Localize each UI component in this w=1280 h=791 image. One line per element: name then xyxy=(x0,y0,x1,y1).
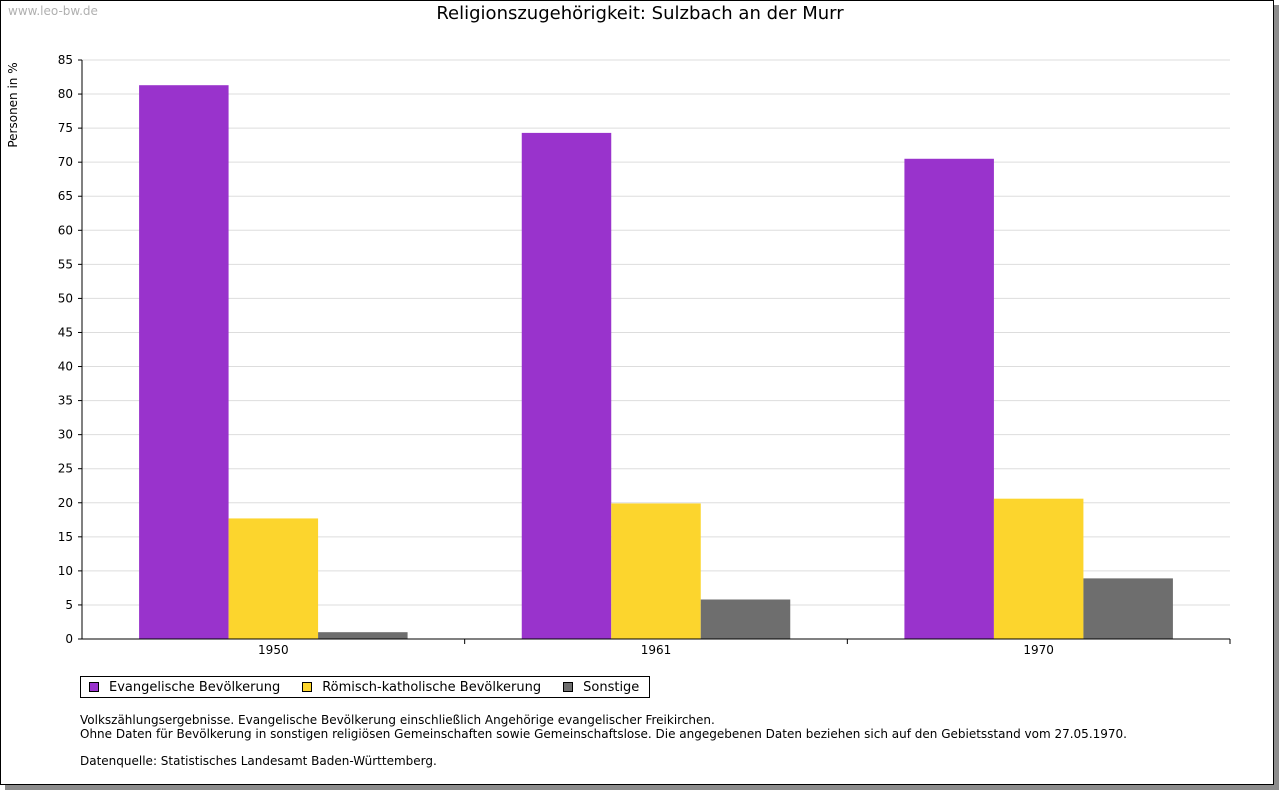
y-tick-label: 15 xyxy=(58,530,73,544)
y-tick-label: 55 xyxy=(58,257,73,271)
y-tick-label: 65 xyxy=(58,189,73,203)
legend-label: Evangelische Bevölkerung xyxy=(109,679,281,695)
watermark: www.leo-bw.de xyxy=(8,4,98,18)
bar xyxy=(318,632,408,639)
legend-label: Sonstige xyxy=(583,679,640,695)
legend-swatch xyxy=(563,682,574,692)
y-tick-label: 50 xyxy=(58,291,73,305)
data-source: Datenquelle: Statistisches Landesamt Bad… xyxy=(80,754,437,768)
legend-swatch xyxy=(302,682,313,692)
y-tick-label: 0 xyxy=(65,632,73,646)
y-tick-label: 20 xyxy=(58,496,73,510)
y-tick-label: 25 xyxy=(58,462,73,476)
y-tick-label: 75 xyxy=(58,121,73,135)
note-line: Ohne Daten für Bevölkerung in sonstigen … xyxy=(80,727,1127,741)
legend-item: Römisch-katholische Bevölkerung xyxy=(302,680,541,695)
x-tick-label: 1961 xyxy=(641,643,672,657)
y-tick-label: 30 xyxy=(58,428,73,442)
y-tick-label: 45 xyxy=(58,325,73,339)
y-tick-label: 10 xyxy=(58,564,73,578)
bar xyxy=(228,518,319,639)
x-tick-label: 1950 xyxy=(258,643,289,657)
legend-label: Römisch-katholische Bevölkerung xyxy=(322,679,542,695)
y-tick-label: 80 xyxy=(58,87,73,101)
legend: Evangelische Bevölkerung Römisch-katholis… xyxy=(80,676,651,698)
x-tick-label: 1970 xyxy=(1023,643,1054,657)
y-tick-label: 60 xyxy=(58,223,73,237)
bar xyxy=(904,158,994,640)
y-tick-label: 5 xyxy=(65,598,73,612)
y-tick-label: 70 xyxy=(58,155,73,169)
bar xyxy=(993,498,1084,639)
y-tick-label: 35 xyxy=(58,394,73,408)
legend-swatch xyxy=(89,682,99,692)
y-tick-label: 85 xyxy=(58,53,73,67)
bar xyxy=(611,503,701,639)
chart-notes: Volkszählungsergebnisse. Evangelische Be… xyxy=(80,713,1127,768)
legend-item: Sonstige xyxy=(563,680,639,695)
chart-title: Religionszugehörigkeit: Sulzbach an der … xyxy=(436,3,844,24)
note-line: Volkszählungsergebnisse. Evangelische Be… xyxy=(80,713,715,727)
bar xyxy=(700,599,791,639)
legend-item: Evangelische Bevölkerung xyxy=(89,680,280,695)
y-tick-label: 40 xyxy=(58,360,73,374)
bar xyxy=(1083,578,1173,639)
bar-chart: 0 5 10 15 20 25 30 35 40 45 50 55 60 65 70 75 80 85 1950 19… xyxy=(58,53,1231,657)
bar xyxy=(139,85,229,639)
bar xyxy=(521,132,612,640)
